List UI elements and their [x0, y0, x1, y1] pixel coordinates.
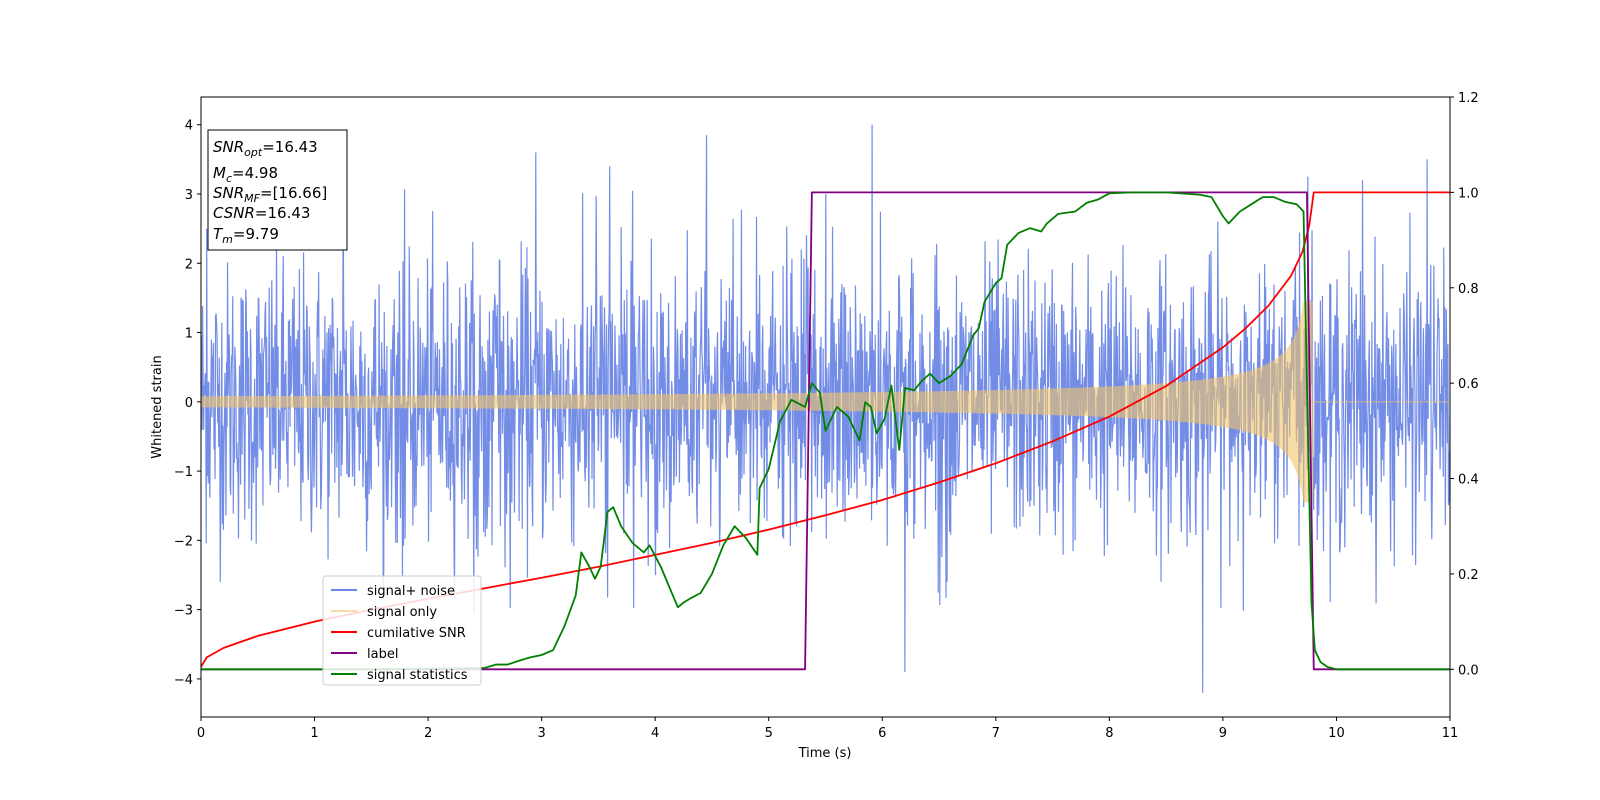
- y-left-tick-label: 2: [185, 257, 193, 272]
- x-tick-label: 3: [537, 726, 545, 741]
- x-axis-label: Time (s): [798, 746, 852, 761]
- series-signal-only: [201, 301, 1450, 503]
- y-left-tick-label: −1: [174, 465, 193, 480]
- legend-label: signal statistics: [367, 668, 468, 683]
- y-right-tick-label: 0.2: [1458, 568, 1479, 583]
- y-axis-label: Whitened strain: [150, 355, 165, 458]
- x-tick-label: 5: [765, 726, 773, 741]
- y-right-tick-label: 0.4: [1458, 473, 1479, 488]
- series-signal-statistics: [201, 191, 1450, 671]
- y-left-tick-label: −3: [174, 604, 193, 619]
- y-right-tick-label: 0.6: [1458, 377, 1479, 392]
- y-right-tick-label: 1.0: [1458, 186, 1479, 201]
- info-box-frame: [207, 129, 348, 251]
- info-csnr: CSNR=16.43: [213, 204, 310, 222]
- info-mc: Mc=4.98: [213, 164, 278, 185]
- x-tick-label: 8: [1105, 726, 1113, 741]
- legend-label: label: [367, 647, 398, 662]
- y-left-tick-label: 3: [185, 188, 193, 203]
- x-tick-label: 9: [1219, 726, 1227, 741]
- info-snr-opt: SNRopt=16.43: [213, 138, 318, 159]
- x-tick-label: 4: [651, 726, 659, 741]
- legend-label: signal+ noise: [367, 584, 455, 599]
- x-tick-label: 10: [1328, 726, 1345, 741]
- y-left-tick-label: 0: [185, 396, 193, 411]
- x-tick-label: 2: [424, 726, 432, 741]
- y-right-tick-label: 0.0: [1458, 663, 1479, 678]
- info-box: SNRopt=16.43 Mc=4.98 SNRMF=[16.66] CSNR=…: [207, 129, 348, 251]
- x-axis: 0 1 2 3 4 5 6 7 8 9 10 11: [197, 717, 1458, 741]
- x-tick-label: 11: [1442, 726, 1459, 741]
- y-right-tick-label: 1.2: [1458, 91, 1479, 106]
- legend: signal+ noise signal only cumilative SNR la…: [322, 575, 482, 686]
- x-tick-label: 7: [992, 726, 1000, 741]
- y-left-tick-label: −4: [174, 673, 193, 688]
- series-signal-noise: [201, 124, 1450, 693]
- legend-frame: [322, 575, 482, 686]
- legend-label: signal only: [367, 605, 437, 620]
- y-axis-right: 1.2 1.0 0.8 0.6 0.4 0.2 0.0: [1450, 91, 1479, 678]
- info-tm: Tm=9.79: [213, 225, 279, 246]
- x-tick-label: 1: [310, 726, 318, 741]
- info-snr-mf: SNRMF=[16.66]: [213, 184, 327, 205]
- y-right-tick-label: 0.8: [1458, 282, 1479, 297]
- y-left-tick-label: 4: [185, 119, 193, 134]
- y-left-tick-label: 1: [185, 327, 193, 342]
- legend-label: cumilative SNR: [367, 626, 466, 641]
- x-tick-label: 0: [197, 726, 205, 741]
- y-left-tick-label: −2: [174, 534, 193, 549]
- y-axis-left: 4 3 2 1 0 −1 −2 −3 −4: [174, 119, 201, 688]
- plot-frame: [200, 96, 1451, 718]
- x-tick-label: 6: [878, 726, 886, 741]
